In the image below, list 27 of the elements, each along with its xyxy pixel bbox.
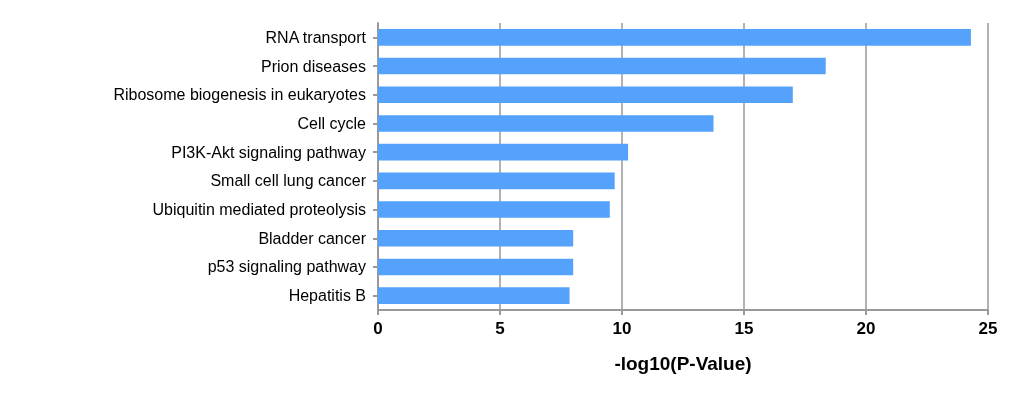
bar [378, 86, 793, 104]
x-tick-label: 20 [856, 319, 876, 338]
y-tick-label: Bladder cancer [258, 229, 367, 247]
x-axis-title: -log10(P-Value) [614, 353, 752, 374]
bar [378, 143, 629, 161]
y-tick-label: Prion diseases [261, 57, 366, 75]
bar [378, 201, 610, 218]
y-tick-label: Small cell lung cancer [210, 172, 367, 190]
bar [378, 172, 615, 190]
bar [378, 258, 574, 276]
x-tick-label: 5 [495, 319, 505, 338]
x-tick-label: 25 [978, 319, 998, 338]
bar [378, 57, 826, 75]
y-tick-label: p53 signaling pathway [207, 258, 366, 276]
bar [378, 229, 574, 247]
bar [378, 29, 971, 46]
y-tick-label: Ribosome biogenesis in eukaryotes [113, 86, 366, 104]
bar [378, 115, 714, 132]
x-tick-label: 0 [373, 319, 383, 338]
y-tick-label: Ubiquitin mediated proteolysis [152, 201, 366, 219]
x-tick-label: 10 [612, 319, 632, 338]
bar [378, 287, 570, 304]
y-tick-label: Hepatitis B [288, 287, 366, 305]
y-tick-label: RNA transport [265, 28, 367, 46]
x-tick-label: 15 [734, 319, 754, 338]
y-tick-label: Cell cycle [297, 114, 367, 132]
y-tick-label: PI3K-Akt signaling pathway [171, 143, 366, 161]
